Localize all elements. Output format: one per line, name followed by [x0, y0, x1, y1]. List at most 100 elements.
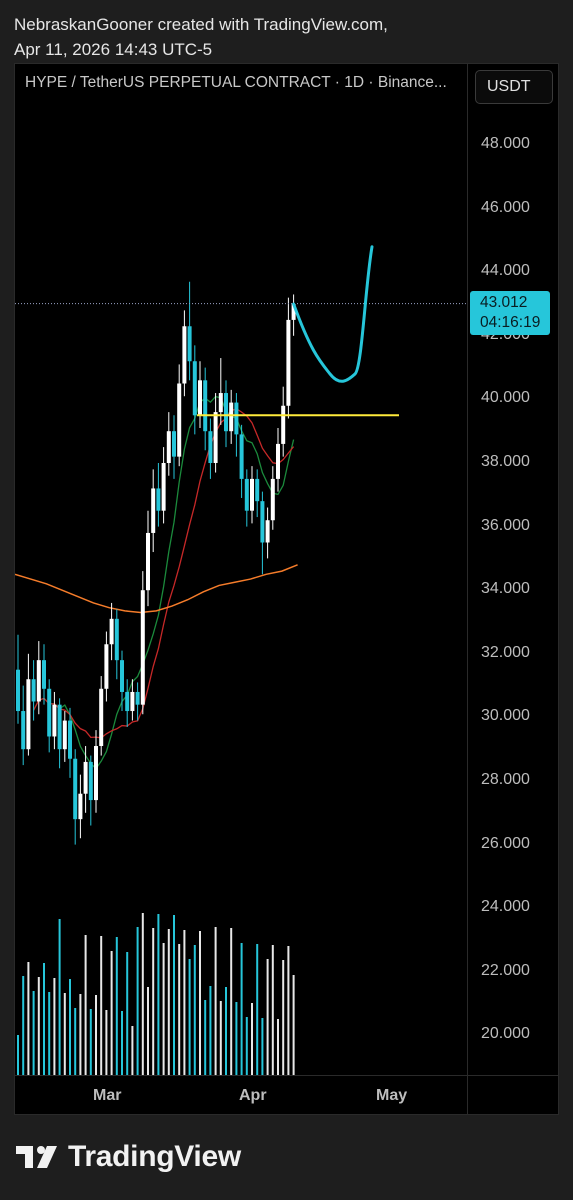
price-tick-label: 44.000 — [481, 262, 530, 280]
volume-bar — [89, 1009, 92, 1075]
volume-bar — [230, 928, 233, 1075]
volume-bar — [126, 952, 129, 1075]
volume-bar — [235, 1002, 238, 1075]
volume-bar — [245, 1017, 248, 1075]
chart-attribution: NebraskanGooner created with TradingView… — [14, 12, 388, 62]
time-axis-divider — [15, 1075, 558, 1076]
candle-body — [78, 793, 83, 820]
candle-body — [83, 761, 88, 794]
candle-body — [130, 691, 135, 712]
symbol-title[interactable]: HYPE / TetherUS PERPETUAL CONTRACT · 1D … — [25, 74, 447, 91]
volume-bar — [32, 991, 35, 1075]
candle-body — [244, 478, 249, 511]
candle-body — [31, 679, 36, 702]
brand-footer[interactable]: TradingView — [16, 1140, 241, 1174]
chart-panel[interactable]: HYPE / TetherUS PERPETUAL CONTRACT · 1D … — [14, 63, 559, 1115]
candle-body — [281, 405, 286, 444]
price-tick-label: 32.000 — [481, 643, 530, 661]
candle-body — [260, 501, 265, 543]
volume-bar — [136, 927, 139, 1075]
volume-bar — [225, 987, 227, 1075]
candle-body — [255, 478, 260, 502]
volume-bar — [43, 963, 45, 1075]
candle-body — [99, 688, 104, 747]
volume-bar — [63, 993, 66, 1075]
candle-body — [94, 746, 98, 801]
candle-body — [120, 660, 124, 692]
candle-body — [234, 402, 239, 435]
volume-bar — [141, 913, 144, 1075]
price-chart[interactable] — [15, 64, 559, 1115]
candle-body — [203, 380, 208, 432]
volume-bar — [214, 927, 217, 1075]
price-tick-label: 46.000 — [481, 198, 530, 216]
volume-bar — [266, 959, 269, 1075]
candle-body — [47, 688, 52, 737]
volume-bar — [292, 975, 295, 1075]
price-tick-label: 26.000 — [481, 834, 530, 852]
candle-body — [88, 761, 93, 801]
candle-body — [114, 618, 119, 661]
candle-body — [229, 402, 234, 432]
candle-body — [68, 720, 72, 759]
volume-bar — [121, 1011, 123, 1075]
price-tick-label: 40.000 — [481, 389, 530, 407]
candle-body — [62, 720, 67, 750]
volume-bar — [17, 1035, 19, 1075]
volume-bar — [115, 937, 118, 1075]
volume-bar — [53, 978, 56, 1075]
volume-bar — [37, 977, 40, 1075]
currency-selector[interactable]: USDT — [475, 70, 553, 104]
volume-bar — [48, 992, 51, 1075]
candle-body — [208, 431, 213, 463]
price-tick-label: 24.000 — [481, 898, 530, 916]
volume-bar — [256, 944, 259, 1075]
volume-bar — [22, 976, 25, 1075]
author-line: NebraskanGooner created with TradingView… — [14, 15, 388, 34]
candle-body — [218, 393, 223, 413]
candle-body — [16, 669, 20, 712]
price-tick-label: 28.000 — [481, 771, 530, 788]
candle-body — [182, 326, 187, 384]
volume-bar — [261, 1018, 264, 1075]
candle-body — [146, 532, 150, 591]
volume-bar — [100, 936, 103, 1075]
candle-body — [21, 711, 26, 750]
candle-body — [42, 660, 46, 689]
volume-bar — [204, 1000, 207, 1075]
volume-bar — [251, 1003, 253, 1075]
time-tick-label: Mar — [93, 1087, 122, 1104]
price-axis-divider — [467, 64, 468, 1114]
candle-body — [239, 434, 244, 479]
time-tick-label: May — [376, 1087, 408, 1104]
last-price-tag: 43.012 04:16:19 — [470, 291, 550, 335]
price-tick-label: 48.000 — [481, 135, 530, 152]
candle-body — [224, 393, 228, 432]
volume-bar — [58, 919, 61, 1075]
volume-bar — [199, 931, 201, 1075]
candle-body — [73, 758, 78, 820]
volume-bar — [219, 1001, 222, 1075]
candle-body — [192, 361, 197, 416]
volume-bar — [277, 1019, 279, 1075]
candle-body — [166, 431, 171, 463]
candle-body — [52, 704, 57, 737]
volume-bar — [162, 943, 165, 1075]
volume-bar — [131, 1026, 134, 1075]
volume-bar — [105, 1010, 108, 1075]
candle-body — [36, 660, 41, 702]
volume-bar — [79, 994, 82, 1075]
volume-bar — [95, 995, 97, 1075]
volume-bar — [188, 959, 191, 1075]
candle-body — [156, 488, 161, 511]
time-tick-label: Apr — [239, 1087, 267, 1104]
price-tick-label: 38.000 — [481, 453, 530, 470]
candle-body — [109, 618, 114, 645]
volume-bar — [27, 962, 30, 1075]
volume-bar — [240, 943, 243, 1075]
candle-body — [213, 412, 218, 463]
volume-bar — [157, 914, 160, 1075]
candle-body — [291, 304, 296, 320]
volume-bar — [193, 945, 196, 1075]
candle-body — [151, 488, 156, 533]
